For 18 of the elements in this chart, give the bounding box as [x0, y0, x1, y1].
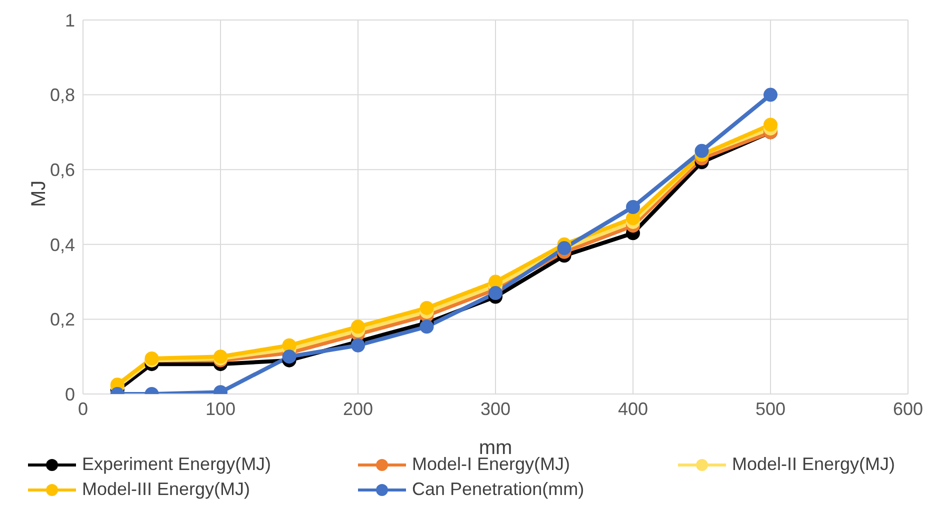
legend-label: Model-II Energy(MJ)	[732, 454, 896, 475]
y-tick-label: 0,8	[50, 85, 75, 106]
x-tick-label: 500	[755, 398, 786, 419]
legend-label: Can Penetration(mm)	[412, 479, 584, 500]
x-tick-label: 300	[480, 398, 511, 419]
y-tick-label: 0	[64, 384, 75, 404]
x-tick-label: 0	[78, 398, 88, 419]
legend-label: Experiment Energy(MJ)	[82, 454, 272, 475]
x-tick-label: 100	[205, 398, 236, 419]
x-tick-label: 400	[618, 398, 648, 419]
x-tick-label: 200	[342, 398, 374, 419]
y-tick-label: 0,4	[50, 234, 75, 255]
y-axis-title: MJ	[28, 180, 50, 207]
legend-label: Model-III Energy(MJ)	[82, 479, 250, 500]
y-tick-label: 0,2	[50, 310, 75, 330]
x-tick-label: 600	[892, 398, 924, 419]
y-tick-label: 0,6	[50, 160, 75, 180]
y-tick-label: 1	[64, 10, 75, 30]
